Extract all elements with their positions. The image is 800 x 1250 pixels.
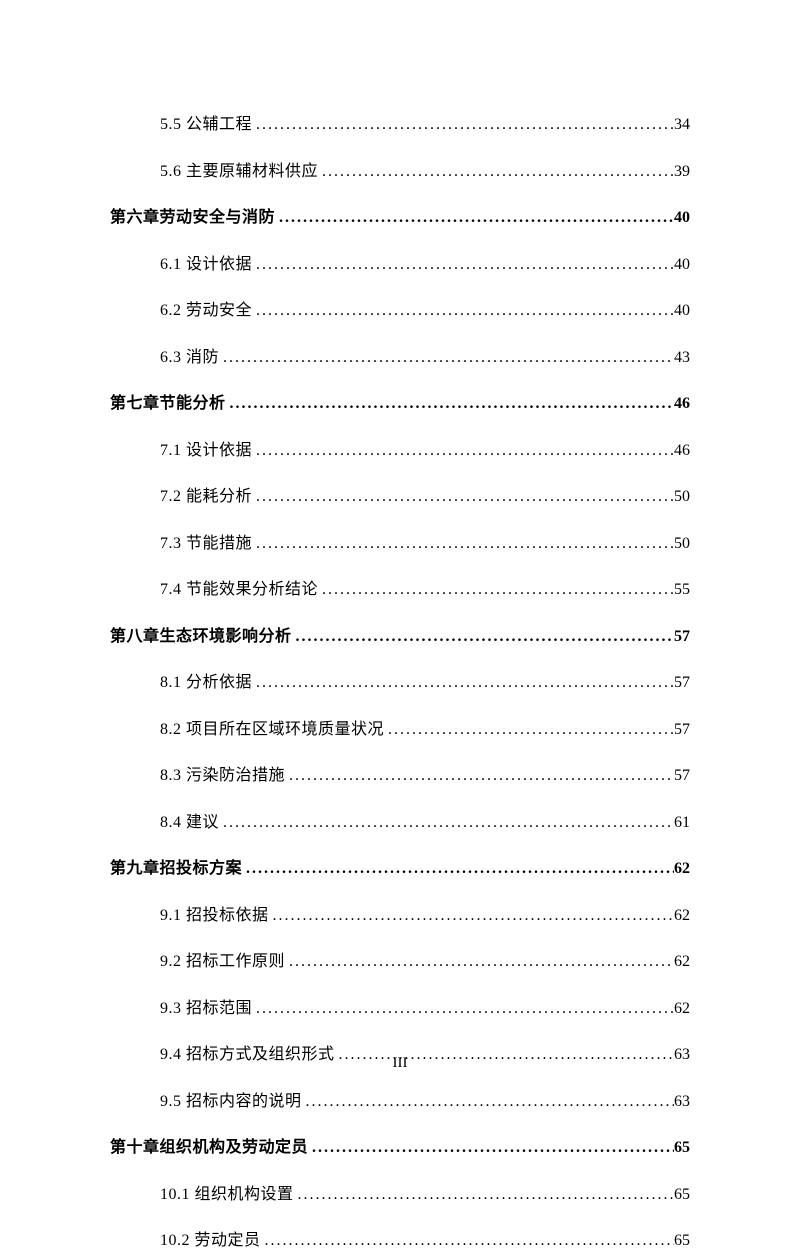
toc-sub-entry: 8.2 项目所在区域环境质量状况 57: [110, 715, 690, 739]
toc-entry-page: 57: [674, 767, 690, 785]
toc-leader-dots: [252, 256, 674, 274]
table-of-contents: 5.5 公辅工程 345.6 主要原辅材料供应 39第六章劳动安全与消防 406…: [110, 110, 690, 1250]
toc-chapter-entry: 第七章节能分析 46: [110, 389, 690, 413]
toc-sub-entry: 9.2 招标工作原则 62: [110, 947, 690, 971]
toc-sub-entry: 10.2 劳动定员 65: [110, 1226, 690, 1250]
toc-entry-label: 8.1 分析依据: [160, 668, 252, 692]
toc-leader-dots: [252, 674, 674, 692]
toc-sub-entry: 7.4 节能效果分析结论 55: [110, 575, 690, 599]
toc-entry-page: 50: [674, 488, 690, 506]
toc-leader-dots: [292, 628, 674, 646]
toc-entry-label: 6.1 设计依据: [160, 250, 252, 274]
toc-entry-label: 第十章组织机构及劳动定员: [110, 1133, 308, 1157]
toc-entry-page: 61: [674, 814, 690, 832]
toc-entry-label: 5.5 公辅工程: [160, 110, 252, 134]
toc-entry-label: 8.3 污染防治措施: [160, 761, 285, 785]
toc-leader-dots: [242, 860, 674, 878]
toc-entry-label: 8.2 项目所在区域环境质量状况: [160, 715, 384, 739]
toc-entry-label: 6.3 消防: [160, 343, 219, 367]
toc-sub-entry: 10.1 组织机构设置 65: [110, 1180, 690, 1204]
toc-entry-page: 40: [674, 209, 690, 227]
toc-entry-label: 6.2 劳动安全: [160, 296, 252, 320]
toc-entry-label: 7.3 节能措施: [160, 529, 252, 553]
toc-leader-dots: [219, 349, 674, 367]
toc-leader-dots: [252, 442, 674, 460]
toc-entry-label: 5.6 主要原辅材料供应: [160, 157, 318, 181]
toc-entry-label: 7.4 节能效果分析结论: [160, 575, 318, 599]
toc-entry-page: 62: [674, 907, 690, 925]
page-number: III: [0, 1055, 800, 1072]
toc-sub-entry: 7.3 节能措施 50: [110, 529, 690, 553]
toc-entry-label: 7.1 设计依据: [160, 436, 252, 460]
toc-entry-page: 62: [674, 1000, 690, 1018]
toc-entry-label: 9.1 招投标依据: [160, 901, 269, 925]
toc-sub-entry: 6.3 消防 43: [110, 343, 690, 367]
toc-leader-dots: [252, 1000, 674, 1018]
toc-entry-label: 10.2 劳动定员: [160, 1226, 261, 1250]
toc-sub-entry: 7.1 设计依据 46: [110, 436, 690, 460]
toc-leader-dots: [252, 302, 674, 320]
toc-sub-entry: 6.2 劳动安全 40: [110, 296, 690, 320]
toc-sub-entry: 8.3 污染防治措施 57: [110, 761, 690, 785]
toc-entry-page: 34: [674, 116, 690, 134]
toc-entry-page: 65: [674, 1186, 690, 1204]
toc-sub-entry: 5.6 主要原辅材料供应 39: [110, 157, 690, 181]
toc-entry-page: 40: [674, 256, 690, 274]
toc-leader-dots: [294, 1186, 674, 1204]
toc-entry-page: 39: [674, 163, 690, 181]
toc-leader-dots: [302, 1093, 674, 1111]
toc-entry-label: 第八章生态环境影响分析: [110, 622, 292, 646]
toc-sub-entry: 9.1 招投标依据 62: [110, 901, 690, 925]
toc-sub-entry: 9.3 招标范围 62: [110, 994, 690, 1018]
toc-entry-label: 10.1 组织机构设置: [160, 1180, 294, 1204]
toc-leader-dots: [318, 581, 674, 599]
toc-entry-page: 65: [674, 1139, 690, 1157]
toc-chapter-entry: 第九章招投标方案 62: [110, 854, 690, 878]
toc-entry-label: 第九章招投标方案: [110, 854, 242, 878]
toc-leader-dots: [285, 767, 674, 785]
toc-leader-dots: [308, 1139, 674, 1157]
toc-leader-dots: [285, 953, 674, 971]
toc-sub-entry: 8.1 分析依据 57: [110, 668, 690, 692]
toc-entry-page: 63: [674, 1093, 690, 1111]
toc-entry-page: 57: [674, 721, 690, 739]
toc-sub-entry: 8.4 建议 61: [110, 808, 690, 832]
toc-entry-page: 46: [674, 442, 690, 460]
toc-leader-dots: [261, 1232, 674, 1250]
toc-entry-page: 62: [674, 953, 690, 971]
toc-entry-page: 43: [674, 349, 690, 367]
toc-leader-dots: [275, 209, 674, 227]
toc-entry-page: 65: [674, 1232, 690, 1250]
toc-entry-label: 9.2 招标工作原则: [160, 947, 285, 971]
toc-chapter-entry: 第十章组织机构及劳动定员 65: [110, 1133, 690, 1157]
toc-entry-label: 第七章节能分析: [110, 389, 226, 413]
toc-entry-page: 46: [674, 395, 690, 413]
toc-entry-page: 40: [674, 302, 690, 320]
toc-entry-label: 7.2 能耗分析: [160, 482, 252, 506]
toc-leader-dots: [318, 163, 674, 181]
toc-entry-label: 9.5 招标内容的说明: [160, 1087, 302, 1111]
toc-entry-label: 第六章劳动安全与消防: [110, 203, 275, 227]
toc-entry-page: 50: [674, 535, 690, 553]
toc-leader-dots: [269, 907, 674, 925]
toc-leader-dots: [219, 814, 674, 832]
toc-chapter-entry: 第八章生态环境影响分析 57: [110, 622, 690, 646]
toc-entry-page: 57: [674, 628, 690, 646]
toc-entry-page: 55: [674, 581, 690, 599]
toc-leader-dots: [252, 488, 674, 506]
toc-sub-entry: 5.5 公辅工程 34: [110, 110, 690, 134]
toc-sub-entry: 6.1 设计依据 40: [110, 250, 690, 274]
toc-leader-dots: [252, 535, 674, 553]
toc-entry-page: 62: [674, 860, 690, 878]
toc-sub-entry: 7.2 能耗分析 50: [110, 482, 690, 506]
toc-chapter-entry: 第六章劳动安全与消防 40: [110, 203, 690, 227]
toc-leader-dots: [226, 395, 674, 413]
toc-leader-dots: [252, 116, 674, 134]
toc-entry-page: 57: [674, 674, 690, 692]
toc-entry-label: 9.3 招标范围: [160, 994, 252, 1018]
toc-leader-dots: [384, 721, 674, 739]
toc-sub-entry: 9.5 招标内容的说明 63: [110, 1087, 690, 1111]
toc-entry-label: 8.4 建议: [160, 808, 219, 832]
